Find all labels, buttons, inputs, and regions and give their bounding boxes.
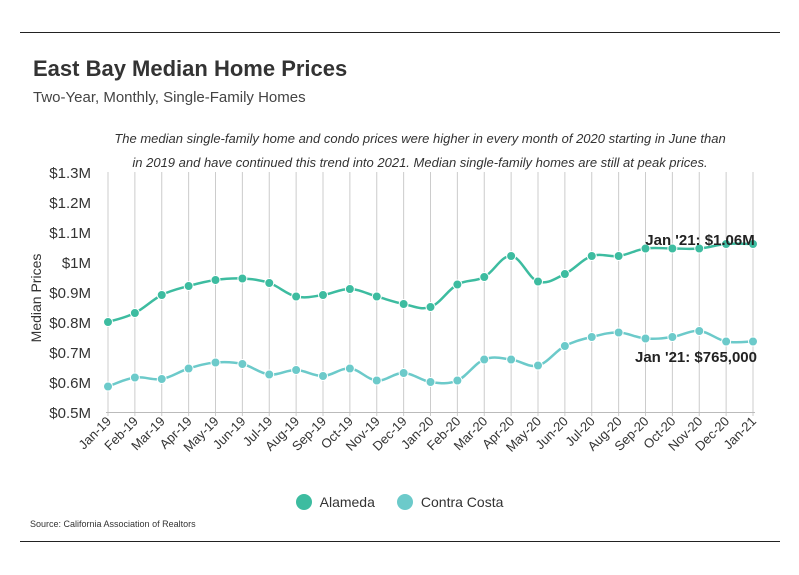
- data-point-contra-costa: [344, 363, 355, 374]
- data-point-contra-costa: [398, 368, 409, 378]
- y-tick-labels: $0.5M $0.6M $0.7M $0.8M $0.9M $1M $1.1M $1.2M $1…: [49, 165, 91, 422]
- legend-swatch-alameda: [295, 494, 312, 510]
- data-point-alameda: [264, 278, 275, 288]
- data-point-contra-costa: [156, 374, 167, 384]
- data-point-alameda: [533, 276, 543, 287]
- data-point-contra-costa: [506, 354, 517, 365]
- legend-swatch-contra-costa: [396, 494, 413, 510]
- y-tick-label: $0.5M: [49, 405, 91, 422]
- data-point-contra-costa: [425, 377, 436, 387]
- data-point-contra-costa: [533, 360, 543, 371]
- chart-note: The median single-family home and condo …: [114, 131, 726, 170]
- data-point-contra-costa: [694, 326, 705, 336]
- data-point-alameda: [559, 269, 570, 279]
- data-point-alameda: [748, 239, 758, 249]
- top-rule: [20, 32, 780, 33]
- legend-item-alameda: Alameda: [295, 494, 375, 510]
- data-point-alameda: [156, 290, 167, 300]
- data-point-alameda: [210, 275, 221, 285]
- legend-label-alameda: Alameda: [319, 494, 375, 510]
- data-point-alameda: [721, 239, 732, 249]
- data-point-alameda: [371, 291, 382, 302]
- series-group: [103, 239, 758, 392]
- data-point-alameda: [640, 243, 651, 254]
- data-point-alameda: [667, 243, 678, 254]
- source-note: Source: California Association of Realto…: [30, 519, 196, 529]
- data-point-alameda: [694, 243, 705, 254]
- data-point-contra-costa: [586, 332, 597, 342]
- data-point-contra-costa: [210, 357, 221, 368]
- data-point-alameda: [103, 317, 113, 327]
- y-tick-label: $1M: [62, 255, 91, 272]
- y-axis-label: Median Prices: [28, 254, 44, 343]
- y-tick-label: $1.3M: [49, 165, 91, 182]
- y-tick-label: $0.7M: [49, 345, 91, 362]
- data-point-contra-costa: [721, 336, 732, 347]
- data-point-contra-costa: [103, 381, 113, 392]
- data-point-contra-costa: [183, 363, 194, 374]
- data-point-contra-costa: [748, 336, 758, 347]
- y-tick-label: $1.2M: [49, 195, 91, 212]
- data-point-contra-costa: [318, 371, 328, 381]
- y-tick-label: $1.1M: [49, 225, 91, 242]
- data-point-alameda: [613, 251, 624, 261]
- data-point-alameda: [237, 273, 248, 284]
- data-point-alameda: [506, 251, 517, 261]
- annotations: Jan '21: $1.06M Jan '21: $765,000: [635, 232, 757, 366]
- data-point-contra-costa: [291, 365, 302, 375]
- data-point-alameda: [291, 291, 302, 302]
- x-tick-labels: Jan-19Feb-19Mar-19Apr-19May-19Jun-19Jul-…: [75, 414, 759, 455]
- data-point-alameda: [129, 308, 140, 318]
- legend-label-contra-costa: Contra Costa: [420, 494, 504, 510]
- data-point-alameda: [425, 302, 436, 312]
- data-point-alameda: [452, 279, 463, 290]
- page-subtitle: Two-Year, Monthly, Single-Family Homes: [33, 89, 306, 106]
- data-point-alameda: [479, 272, 490, 282]
- y-tick-label: $0.9M: [49, 285, 91, 302]
- data-point-contra-costa: [452, 375, 463, 386]
- data-point-contra-costa: [237, 359, 248, 369]
- data-point-alameda: [398, 299, 409, 309]
- page-title: East Bay Median Home Prices: [33, 56, 348, 81]
- data-point-contra-costa: [667, 332, 678, 342]
- data-point-contra-costa: [559, 341, 570, 351]
- data-point-contra-costa: [479, 354, 490, 365]
- data-point-contra-costa: [640, 333, 651, 344]
- data-point-contra-costa: [613, 327, 624, 338]
- chart-legend: Alameda Contra Costa: [0, 494, 799, 510]
- data-point-alameda: [344, 284, 355, 294]
- bottom-rule: [20, 541, 780, 542]
- data-point-contra-costa: [129, 372, 140, 383]
- data-point-contra-costa: [264, 369, 275, 380]
- data-point-alameda: [183, 281, 194, 291]
- y-tick-label: $0.6M: [49, 375, 91, 392]
- data-point-alameda: [586, 251, 597, 261]
- data-point-contra-costa: [371, 375, 382, 386]
- annotation-label: Jan '21: $1.06M: [645, 232, 754, 249]
- annotation-label: Jan '21: $765,000: [635, 349, 757, 366]
- y-tick-label: $0.8M: [49, 315, 91, 332]
- legend-item-contra-costa: Contra Costa: [396, 494, 504, 510]
- data-point-alameda: [318, 290, 328, 300]
